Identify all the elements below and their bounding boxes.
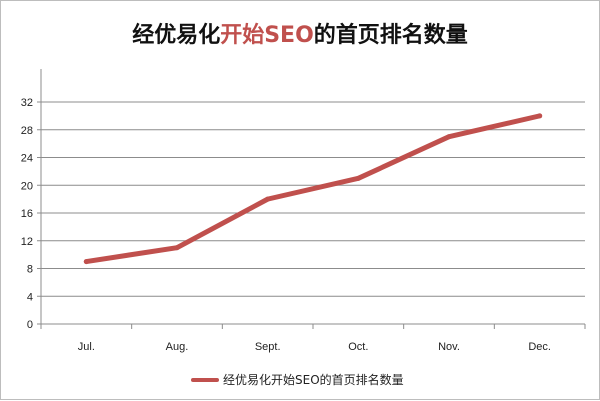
y-tick-label: 8 bbox=[27, 264, 33, 276]
data-point bbox=[446, 134, 452, 140]
y-tick-label: 0 bbox=[27, 319, 33, 331]
x-tick-label: Nov. bbox=[438, 341, 460, 353]
x-tick-label: Aug. bbox=[166, 341, 189, 353]
y-tick-label: 24 bbox=[21, 153, 33, 165]
x-tick-label: Sept. bbox=[255, 341, 281, 353]
y-tick-label: 28 bbox=[21, 125, 33, 137]
x-tick-label: Dec. bbox=[528, 341, 551, 353]
chart-title-accent: 开始SEO bbox=[220, 23, 314, 48]
chart-title-lead: 经优易化 bbox=[132, 23, 221, 48]
data-point bbox=[174, 245, 180, 251]
y-tick-label: 4 bbox=[27, 291, 33, 303]
gridlines bbox=[41, 101, 585, 297]
series-line bbox=[83, 113, 543, 265]
y-tick-label: 32 bbox=[21, 97, 33, 109]
y-tick-label: 20 bbox=[21, 180, 33, 192]
x-axis-ticks: Jul. Aug. Sept. Oct. Nov. Dec. bbox=[40, 324, 586, 353]
chart-title-tail: 的首页排名数量 bbox=[313, 23, 468, 48]
data-point bbox=[83, 259, 89, 265]
chart-title: 经优易化开始SEO的首页排名数量 bbox=[1, 17, 599, 49]
y-axis-ticks: 0 4 8 12 16 20 24 28 32 bbox=[21, 97, 41, 331]
x-tick-label: Jul. bbox=[78, 341, 95, 353]
data-point bbox=[355, 175, 361, 181]
data-point bbox=[265, 196, 271, 202]
y-tick-label: 12 bbox=[21, 236, 33, 248]
legend-label: 经优易化开始SEO的首页排名数量 bbox=[223, 372, 404, 387]
x-tick-label: Oct. bbox=[348, 341, 368, 353]
series-lines bbox=[83, 113, 543, 265]
axes bbox=[40, 69, 585, 325]
legend: 经优易化开始SEO的首页排名数量 bbox=[191, 372, 404, 387]
data-point bbox=[537, 113, 543, 119]
y-tick-label: 16 bbox=[21, 208, 33, 220]
